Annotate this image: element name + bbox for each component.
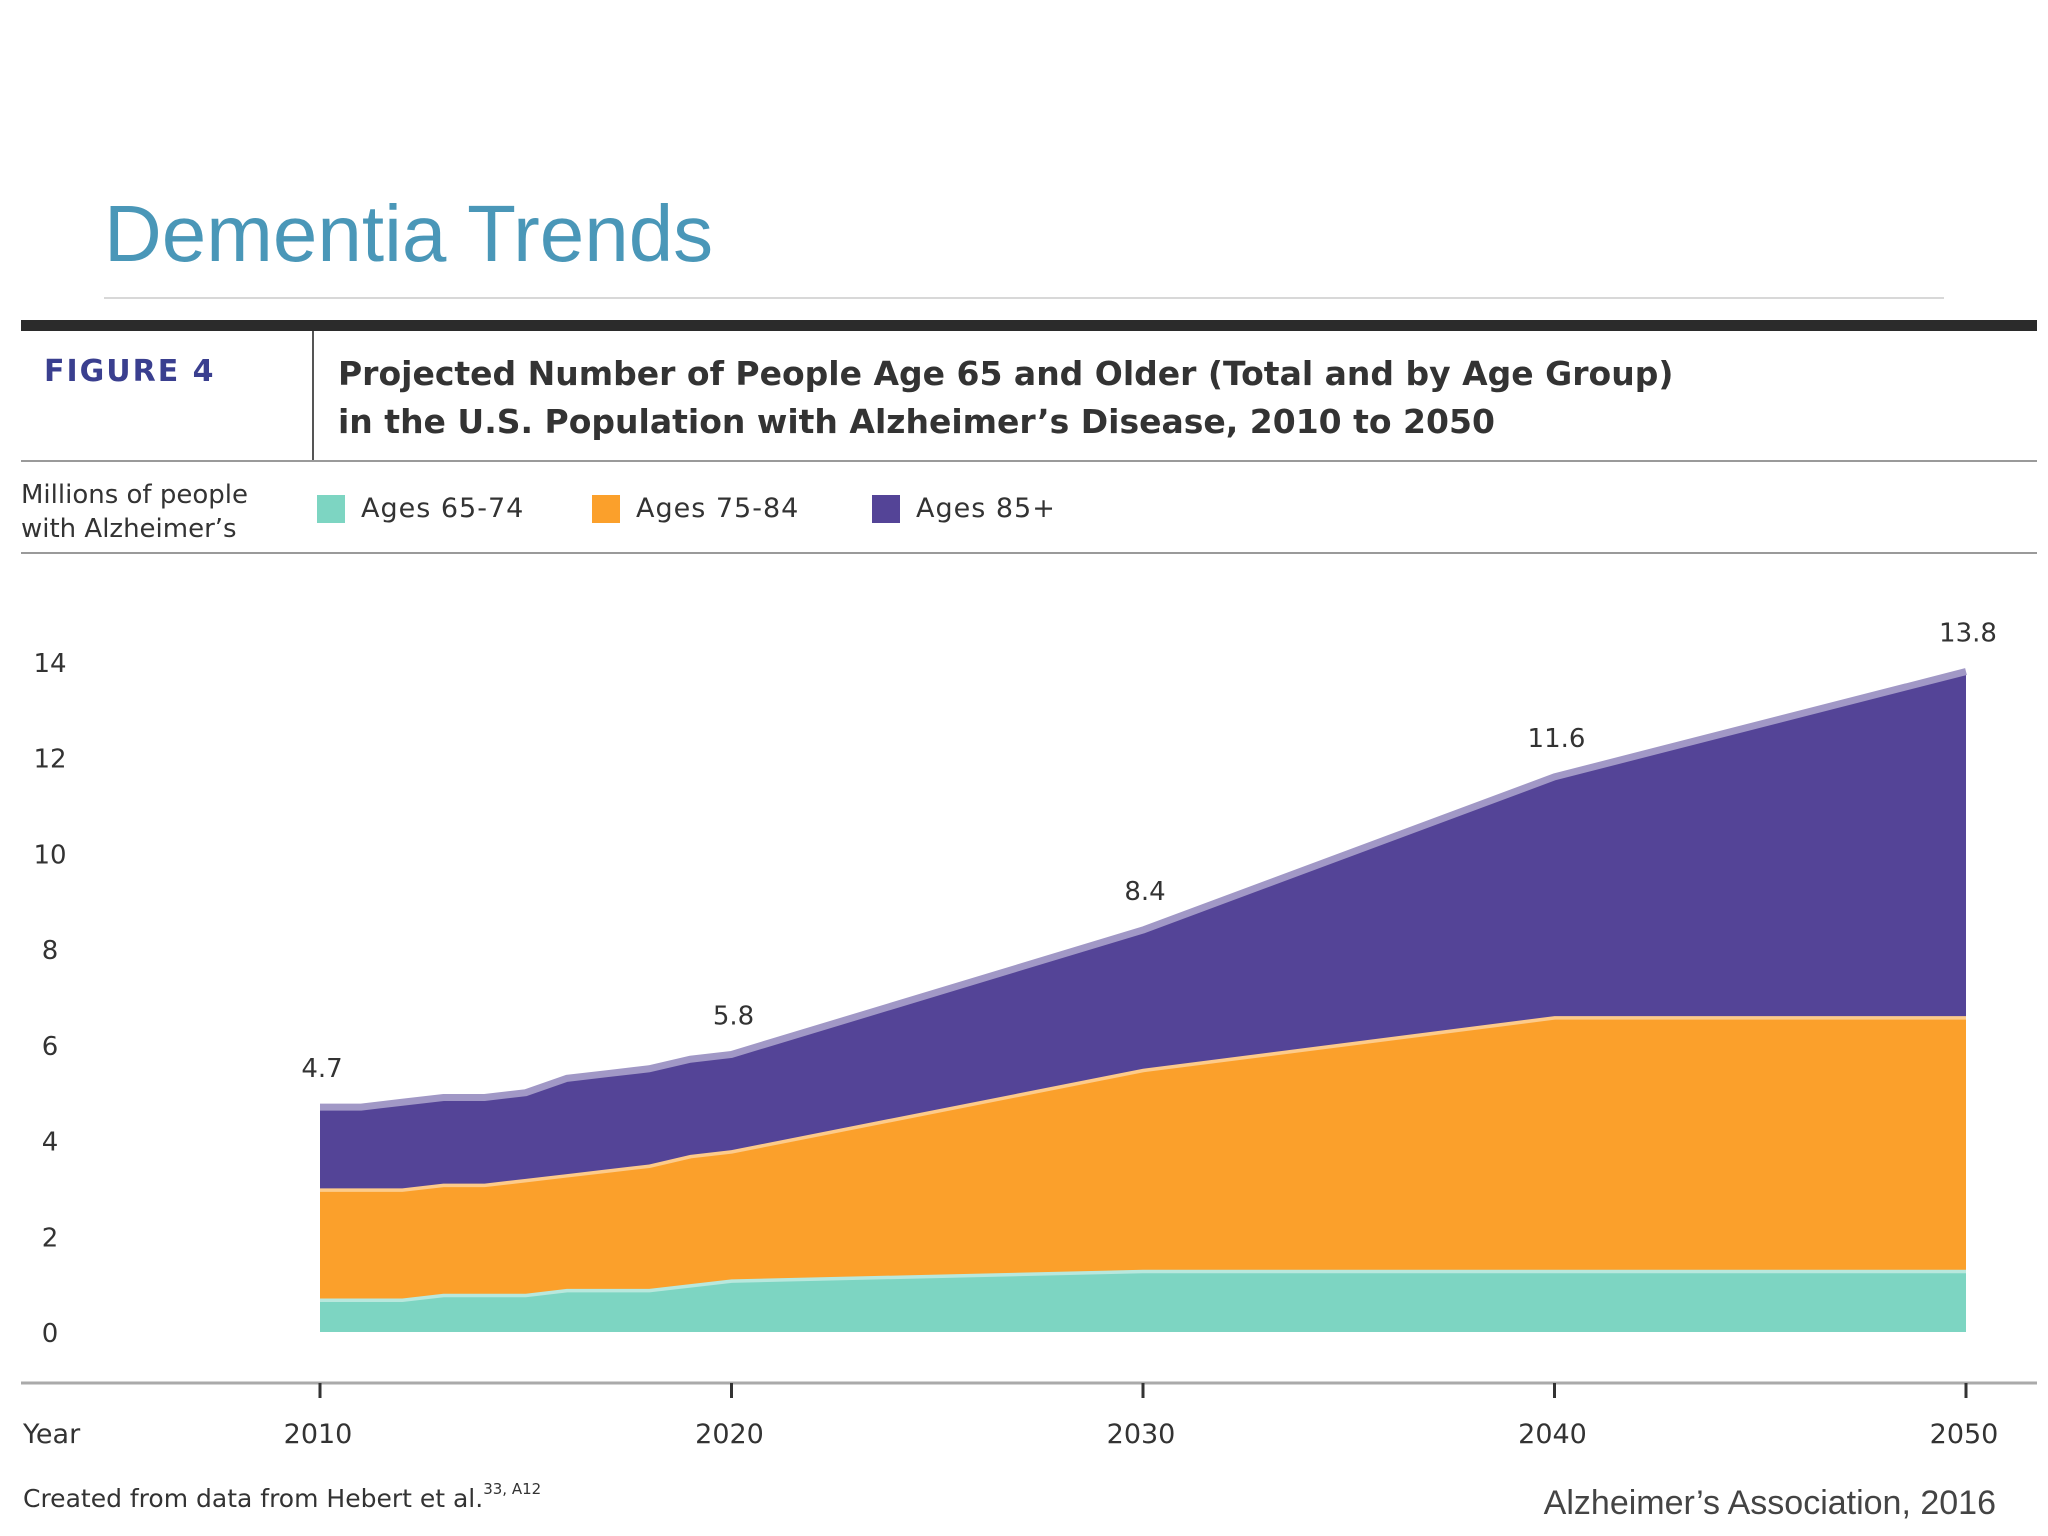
x-tick-label: 2010: [284, 1419, 353, 1450]
legend-label-ages-85-plus: Ages 85+: [916, 493, 1056, 524]
legend-label-ages-75-84: Ages 75-84: [636, 493, 800, 524]
total-label: 4.7: [301, 1054, 342, 1084]
total-label: 11.6: [1528, 724, 1586, 754]
source-note-superscript: 33, A12: [483, 1480, 542, 1498]
source-note-text: Created from data from Hebert et al.: [23, 1484, 484, 1513]
y-tick-label: 14: [33, 649, 66, 679]
legend-swatch-ages-75-84: [592, 494, 620, 523]
y-tick-label: 10: [33, 840, 66, 870]
y-tick-label: 12: [33, 745, 66, 775]
figure-title: Projected Number of People Age 65 and Ol…: [338, 350, 1673, 446]
area-ages-75-84: [320, 1016, 1966, 1299]
y-tick-label: 0: [42, 1319, 59, 1349]
total-label: 8.4: [1124, 877, 1165, 907]
y-axis-label-line1: Millions of people: [21, 480, 248, 510]
legend-item-ages-85-plus: Ages 85+: [872, 493, 1056, 524]
header-rule: [21, 460, 2037, 462]
x-axis-label: Year: [22, 1419, 81, 1450]
figure-title-line1: Projected Number of People Age 65 and Ol…: [338, 354, 1674, 393]
figure-title-line2: in the U.S. Population with Alzheimer’s …: [338, 402, 1495, 441]
title-divider: [104, 297, 1944, 299]
x-tick-label: 2030: [1107, 1419, 1176, 1450]
x-tick-label: 2050: [1930, 1419, 1999, 1450]
total-label: 5.8: [713, 1001, 754, 1031]
slide-credit: Alzheimer’s Association, 2016: [1543, 1484, 1996, 1522]
total-label: 13.8: [1939, 619, 1997, 649]
figure-label: FIGURE 4: [44, 354, 216, 389]
y-axis-label-line2: with Alzheimer’s: [21, 514, 237, 544]
area-ages-65-74: [320, 1269, 1966, 1332]
source-note: Created from data from Hebert et al.33, …: [23, 1480, 541, 1513]
figure-header-divider: [312, 331, 314, 461]
y-tick-label: 6: [42, 1032, 59, 1062]
area-top-edge-ages-85: [320, 668, 1967, 1111]
legend-item-ages-75-84: Ages 75-84: [592, 493, 799, 524]
y-tick-label: 4: [42, 1128, 59, 1158]
y-axis-label: Millions of people with Alzheimer’s: [21, 478, 248, 546]
y-tick-label: 2: [42, 1223, 59, 1253]
legend-label-ages-65-74: Ages 65-74: [361, 493, 525, 524]
slide-title: Dementia Trends: [104, 189, 714, 278]
legend-item-ages-65-74: Ages 65-74: [317, 493, 524, 524]
x-tick-label: 2020: [695, 1419, 764, 1450]
figure-top-bar: [21, 320, 2037, 331]
x-tick-label: 2040: [1518, 1419, 1587, 1450]
legend-swatch-ages-85-plus: [872, 494, 900, 523]
y-tick-label: 8: [42, 936, 59, 966]
legend-swatch-ages-65-74: [317, 494, 345, 523]
legend-rule: [21, 552, 2037, 554]
area-top-edge-ages-75-84: [320, 1012, 1966, 1192]
